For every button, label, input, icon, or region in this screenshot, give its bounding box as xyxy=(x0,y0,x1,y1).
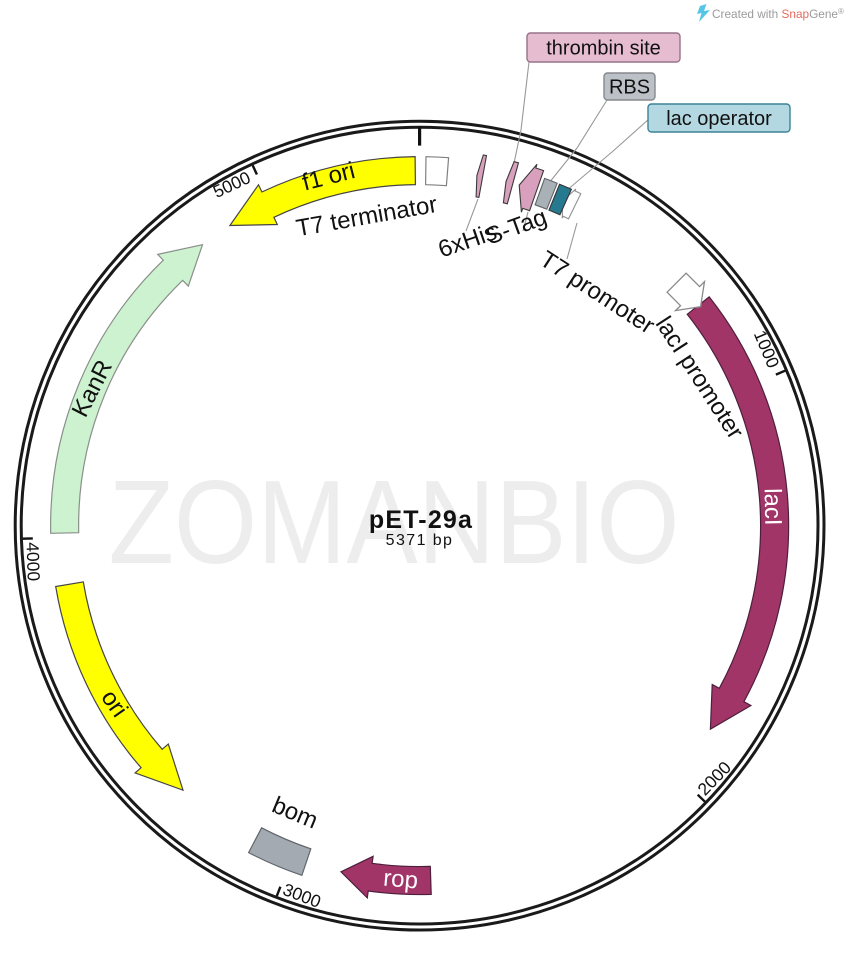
svg-text:4000: 4000 xyxy=(23,542,44,582)
svg-text:lacI: lacI xyxy=(759,488,787,526)
svg-text:5371 bp: 5371 bp xyxy=(386,532,454,549)
svg-text:lac operator: lac operator xyxy=(666,108,772,130)
svg-text:Created with SnapGene®: Created with SnapGene® xyxy=(712,7,844,21)
svg-text:RBS: RBS xyxy=(609,77,650,99)
svg-text:thrombin site: thrombin site xyxy=(546,38,661,60)
svg-text:pET-29a: pET-29a xyxy=(369,506,473,534)
svg-text:rop: rop xyxy=(382,865,419,895)
